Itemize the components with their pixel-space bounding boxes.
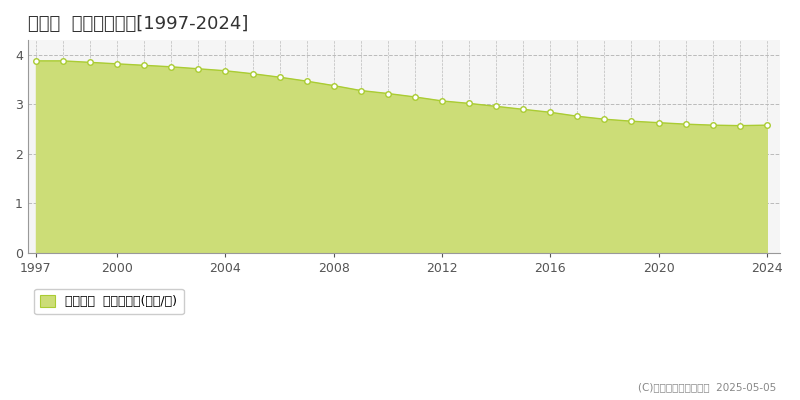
Text: (C)土地価格ドットコム  2025-05-05: (C)土地価格ドットコム 2025-05-05	[638, 382, 776, 392]
Legend: 基準地価  平均坪単価(万円/坪): 基準地価 平均坪単価(万円/坪)	[34, 289, 184, 314]
Text: 共和町  基準地価推移[1997-2024]: 共和町 基準地価推移[1997-2024]	[28, 15, 248, 33]
